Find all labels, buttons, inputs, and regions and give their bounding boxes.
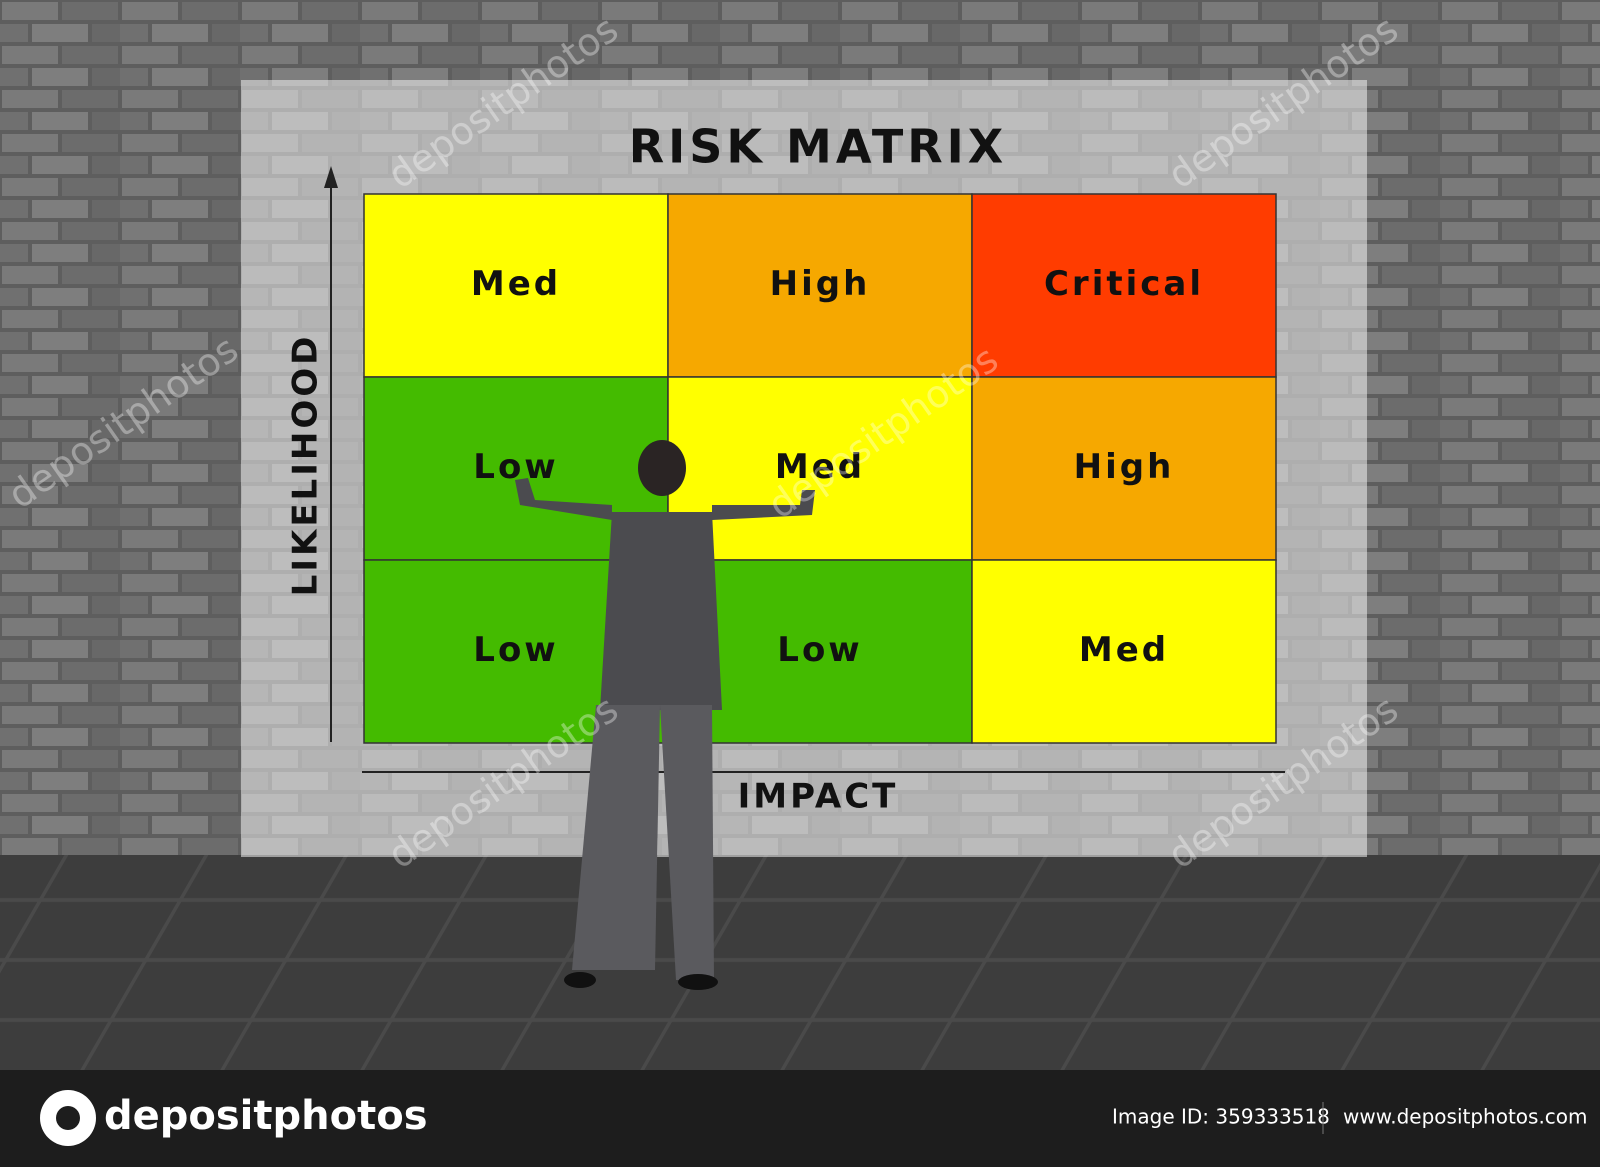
risk-matrix: Med High Critical Low Med High Low Low Med	[363, 193, 1277, 744]
matrix-cell	[971, 559, 1277, 744]
title: RISK MATRIX	[629, 120, 1008, 174]
cell-label: Med	[471, 264, 561, 304]
y-axis-label: LIKELIHOOD	[286, 334, 326, 597]
logo-lens	[56, 1106, 80, 1130]
x-axis-label: IMPACT	[738, 777, 899, 817]
cell-label: Med	[775, 447, 865, 487]
footer-brand: depositphotos	[104, 1093, 428, 1139]
cell-label: Med	[1079, 630, 1169, 670]
cell-label: Low	[473, 447, 558, 487]
matrix-cell	[971, 193, 1277, 378]
cell-label: High	[770, 264, 871, 304]
footer-bar	[0, 1070, 1600, 1167]
y-axis-arrow	[324, 166, 338, 188]
person	[515, 440, 815, 990]
floor	[0, 855, 1600, 1070]
footer-url: www.depositphotos.com	[1343, 1105, 1588, 1129]
footer-image-id: Image ID: 359333518	[1112, 1105, 1330, 1129]
cell-label: Low	[473, 630, 558, 670]
cell-label: Low	[777, 630, 862, 670]
cell-label: High	[1074, 447, 1175, 487]
cell-label: Critical	[1044, 264, 1204, 304]
